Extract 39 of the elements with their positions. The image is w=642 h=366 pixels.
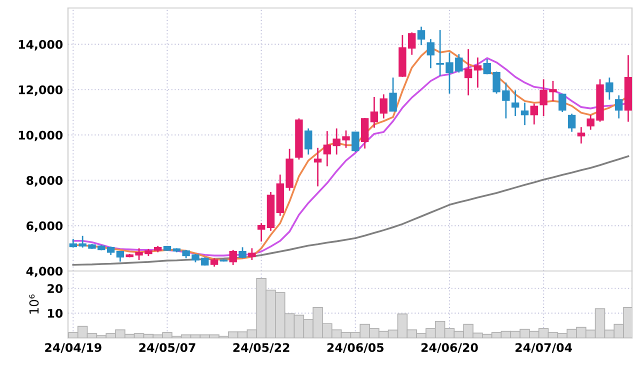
candlestick	[352, 130, 360, 153]
x-tick-label: 24/04/19	[45, 343, 102, 353]
candlestick	[238, 246, 246, 259]
x-tick-label: 24/05/07	[139, 343, 196, 353]
candlestick	[389, 76, 397, 112]
candlestick	[314, 147, 322, 188]
candlestick	[426, 38, 435, 69]
candlestick	[568, 113, 576, 132]
candlestick	[530, 102, 538, 126]
candlestick	[257, 222, 266, 242]
candlestick	[248, 248, 256, 261]
y-tick-label: 6,000	[26, 221, 63, 232]
candlestick	[229, 249, 237, 266]
candlestick	[417, 26, 426, 46]
candlestick	[370, 96, 378, 128]
candlestick	[304, 128, 312, 156]
y-tick-label: 4,000	[26, 266, 63, 278]
candlestick	[464, 48, 472, 96]
candlestick	[380, 94, 388, 120]
y-tick-label: 12,000	[18, 85, 63, 96]
x-tick-label: 24/07/04	[516, 343, 572, 353]
x-tick-label: 24/06/05	[327, 343, 384, 353]
x-tick-label: 24/05/22	[233, 343, 290, 353]
y-tick-label: 14,000	[18, 40, 63, 50]
candlestick	[360, 117, 369, 150]
y-axis-title: 10⁶	[29, 294, 39, 314]
y-tick-label: 10,000	[18, 130, 63, 142]
candlestick	[474, 56, 482, 88]
candlestick	[558, 92, 566, 113]
candlestick	[520, 102, 529, 126]
y-tick-label: 20	[48, 284, 63, 294]
y-tick-label: 10	[48, 308, 63, 318]
x-tick-label: 24/06/20	[421, 343, 478, 353]
candlestick	[614, 94, 623, 120]
line-series	[72, 155, 630, 266]
candlestick	[511, 90, 520, 117]
y-tick-label: 8,000	[26, 176, 63, 186]
candlestick	[606, 76, 614, 100]
candlestick	[577, 126, 586, 144]
